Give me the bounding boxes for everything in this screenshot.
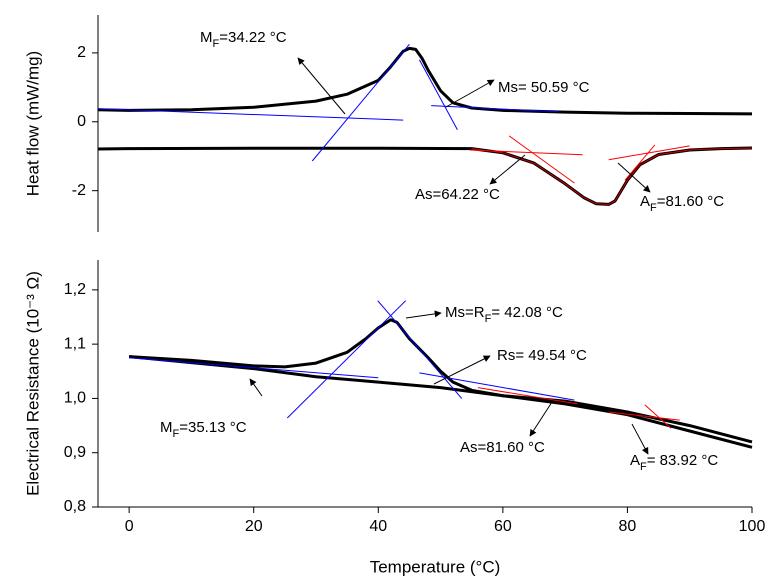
data-line	[624, 144, 656, 181]
annotation-arrow	[617, 162, 651, 193]
annotation: AF= 83.92 °C	[630, 452, 718, 473]
data-line	[128, 355, 753, 449]
annotation-part: F	[650, 202, 657, 214]
annotation: Rs= 49.54 °C	[497, 347, 587, 364]
annotation-part: Ms= 50.59 °C	[498, 79, 590, 96]
data-line	[129, 357, 379, 379]
y-tick-label: 1,2	[64, 281, 86, 298]
data-line	[97, 108, 404, 121]
annotation-part: F	[485, 313, 492, 325]
data-line	[608, 145, 690, 161]
annotation-arrow	[433, 355, 491, 385]
x-tick-label: 80	[619, 518, 637, 535]
data-line	[469, 149, 583, 156]
data-line	[97, 46, 753, 116]
annotation-part: =34.22 °C	[219, 29, 286, 46]
annotation-part: As=64.22 °C	[415, 186, 500, 203]
annotation-part: =81.60 °C	[657, 193, 724, 210]
annotation-part: =35.13 °C	[179, 419, 246, 436]
data-line	[431, 105, 559, 113]
annotation-part: Rs= 49.54 °C	[497, 347, 587, 364]
data-line	[477, 387, 578, 405]
annotation: Ms=RF= 42.08 °C	[445, 304, 563, 325]
annotation: As=81.60 °C	[460, 439, 545, 456]
y-axis-label: Heat flow (mW/mg)	[23, 51, 42, 196]
annotation-part: M	[160, 419, 173, 436]
data-line	[608, 411, 680, 421]
x-tick-label: 100	[739, 518, 766, 535]
annotation-arrow	[631, 423, 649, 455]
x-tick-label: 40	[369, 518, 387, 535]
data-line	[418, 59, 458, 130]
data-line	[508, 135, 575, 184]
annotation-part: = 83.92 °C	[647, 452, 719, 469]
annotation-arrow	[249, 378, 263, 397]
annotation-part: = 42.08 °C	[491, 304, 563, 321]
x-axis-label: Temperature (°C)	[370, 557, 501, 576]
data-line	[377, 300, 463, 399]
y-tick-label: -2	[72, 182, 86, 199]
annotation: MF=34.22 °C	[200, 29, 287, 50]
data-line	[471, 147, 753, 205]
annotation-arrow	[445, 79, 495, 108]
annotation-part: Ms=R	[445, 304, 485, 321]
data-line	[311, 43, 410, 162]
annotation-part: A	[630, 452, 640, 469]
annotation-arrow	[529, 401, 553, 437]
x-tick-label: 0	[125, 518, 134, 535]
annotation-part: M	[200, 29, 213, 46]
y-tick-label: 1,0	[64, 390, 86, 407]
annotation: As=64.22 °C	[415, 186, 500, 203]
annotation-part: F	[213, 38, 220, 50]
annotation-part: F	[640, 461, 647, 473]
annotation-arrow	[405, 310, 442, 319]
annotation: Ms= 50.59 °C	[498, 79, 590, 96]
y-tick-label: 0,8	[64, 498, 86, 515]
data-line	[286, 300, 407, 419]
data-line	[644, 404, 672, 429]
annotation-part: As=81.60 °C	[460, 439, 545, 456]
y-tick-label: 0,9	[64, 444, 86, 461]
annotation-arrow	[297, 57, 346, 115]
y-axis-label: Electrical Resistance (10⁻³ Ω)	[23, 271, 42, 496]
annotation: AF=81.60 °C	[640, 193, 724, 214]
y-tick-label: 2	[77, 44, 86, 61]
annotation-arrow	[489, 154, 526, 185]
y-tick-label: 0	[77, 113, 86, 130]
annotation-part: A	[640, 193, 650, 210]
x-tick-label: 60	[494, 518, 512, 535]
x-tick-label: 20	[245, 518, 263, 535]
annotation-part: F	[173, 428, 180, 440]
data-line	[419, 372, 575, 401]
annotation: MF=35.13 °C	[160, 419, 247, 440]
y-tick-label: 1,1	[64, 335, 86, 352]
